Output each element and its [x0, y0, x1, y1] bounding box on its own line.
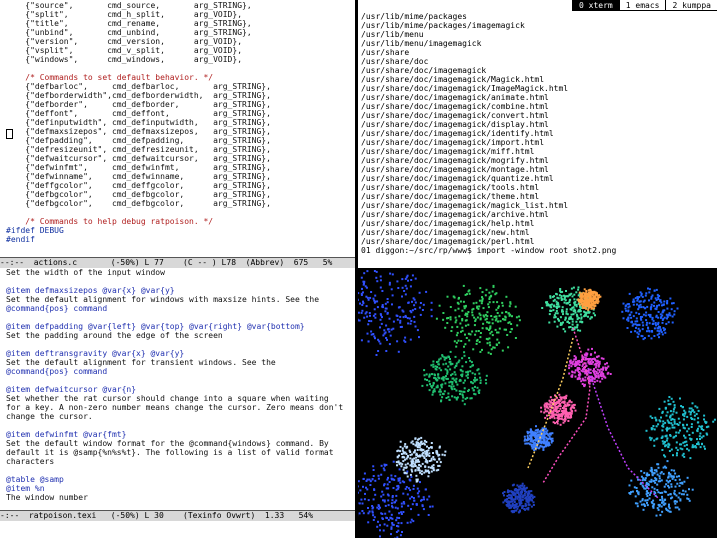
modeline-ratpoison-texi: -:-- ratpoison.texi (-50%) L 30 (Texinfo… — [0, 510, 355, 521]
terminal-line: /usr/share/doc/imagemagick/theme.html — [361, 192, 540, 201]
terminal-line: /usr/share/doc/imagemagick/archive.html — [361, 210, 549, 219]
code-line: /* Commands to set default behavior. */ — [6, 73, 214, 82]
kumppa-art-canvas — [358, 270, 716, 538]
code-line: {"unbind", cmd_unbind, arg_STRING}, — [6, 28, 252, 37]
texinfo-line — [6, 421, 343, 430]
terminal-line: /usr/share/doc/imagemagick — [361, 66, 487, 75]
terminal-line: /usr/share — [361, 48, 410, 57]
terminal-line: /usr/share/doc/imagemagick/animate.html — [361, 93, 549, 102]
code-line: {"definputwidth", cmd_definputwidth, arg… — [6, 118, 271, 127]
terminal-line: /usr/share/doc/imagemagick/Magick.html — [361, 75, 545, 84]
texinfo-line: @item defwinfmt @var{fmt} — [6, 430, 127, 439]
code-line: {"defbgcolor", cmd_defbgcolor, arg_STRIN… — [6, 199, 271, 208]
text-cursor — [6, 129, 13, 139]
code-line: {"defwinfmt", cmd_defwinfmt, arg_STRING}… — [6, 163, 271, 172]
texinfo-line: Set the default alignment for windows wi… — [6, 295, 320, 304]
terminal-line: /usr/lib/menu/imagemagick — [361, 39, 482, 48]
terminal-line: /usr/share/doc/imagemagick/ImageMagick.h… — [361, 84, 569, 93]
texinfo-line: @table @samp — [6, 475, 64, 484]
code-line: {"defwinname", cmd_defwinname, arg_STRIN… — [6, 172, 271, 181]
texinfo-line: change the cursor. — [6, 412, 93, 421]
texinfo-line: for a key. A non-zero number means chang… — [6, 403, 344, 412]
terminal-line: /usr/share/doc/imagemagick/montage.html — [361, 165, 549, 174]
code-line: {"defborder", cmd_defborder, arg_STRING}… — [6, 100, 271, 109]
xterm-window[interactable]: 0 xterm 1 emacs 2 kumppa /usr/lib/mime/pac… — [358, 0, 717, 268]
terminal-line: /usr/share/doc/imagemagick/help.html — [361, 219, 535, 228]
texinfo-line: The window number — [6, 493, 88, 502]
texinfo-line: @item defpadding @var{left} @var{top} @v… — [6, 322, 305, 331]
code-line: {"defresizeunit", cmd_defresizeunit, arg… — [6, 145, 271, 154]
terminal-line: /usr/share/doc/imagemagick/mogrify.html — [361, 156, 549, 165]
texinfo-line: @item %n — [6, 484, 45, 493]
terminal-line: /usr/share/doc — [361, 57, 429, 66]
texinfo-line: Set the default alignment for transient … — [6, 358, 276, 367]
texinfo-line: @item defwaitcursor @var{n} — [6, 385, 137, 394]
terminal-line: /usr/share/doc/imagemagick/identify.html — [361, 129, 554, 138]
terminal-line: /usr/share/doc/imagemagick/quantize.html — [361, 174, 554, 183]
terminal-line: /usr/share/doc/imagemagick/tools.html — [361, 183, 540, 192]
texinfo-line — [6, 313, 343, 322]
code-line: {"version", cmd_version, arg_VOID}, — [6, 37, 243, 46]
window-tab[interactable]: 1 emacs — [618, 0, 666, 11]
code-line: {"defmaxsizepos", cmd_defmaxsizepos, arg… — [6, 127, 271, 136]
terminal-line: /usr/share/doc/imagemagick/perl.html — [361, 237, 535, 246]
code-line: {"defborderwidth",cmd_defborderwidth, ar… — [6, 91, 271, 100]
terminal-line: /usr/lib/mime/packages — [361, 12, 467, 21]
texinfo-line — [6, 340, 343, 349]
code-text: {"source", cmd_source, arg_STRING}, {"sp… — [6, 1, 271, 244]
texinfo-line: Set the width of the input window — [6, 268, 165, 277]
code-line: {"defwaitcursor", cmd_defwaitcursor, arg… — [6, 154, 271, 163]
pane-divider — [355, 0, 358, 538]
code-line: /* Commands to help debug ratpoison. */ — [6, 217, 214, 226]
terminal-line: /usr/share/doc/imagemagick/magick_list.h… — [361, 201, 569, 210]
minibuffer[interactable] — [0, 521, 355, 538]
terminal-line: /usr/lib/mime/packages/imagemagick — [361, 21, 525, 30]
code-line: {"deffont", cmd_deffont, arg_STRING}, — [6, 109, 271, 118]
terminal-line: /usr/share/doc/imagemagick/new.html — [361, 228, 530, 237]
texinfo-text: Set the width of the input window @item … — [6, 268, 343, 502]
code-line: {"defpadding", cmd_defpadding, arg_STRIN… — [6, 136, 271, 145]
terminal-line: /usr/share/doc/imagemagick/convert.html — [361, 111, 549, 120]
texinfo-line — [6, 466, 343, 475]
texinfo-line — [6, 277, 343, 286]
texinfo-line: @command{pos} command — [6, 367, 108, 376]
terminal-output: /usr/lib/mime/packages/usr/lib/mime/pack… — [361, 12, 616, 255]
terminal-line: 01 diggon:~/src/rp/www$ import -window r… — [361, 246, 617, 255]
terminal-line: /usr/share/doc/imagemagick/import.html — [361, 138, 545, 147]
texinfo-line: @command{pos} command — [6, 304, 108, 313]
texinfo-line: characters — [6, 457, 55, 466]
kumppa-screensaver-window[interactable] — [358, 268, 717, 538]
code-line: {"defbarloc", cmd_defbarloc, arg_STRING}… — [6, 82, 271, 91]
code-line: {"windows", cmd_windows, arg_VOID}, — [6, 55, 243, 64]
terminal-line: /usr/share/doc/imagemagick/miff.html — [361, 147, 535, 156]
code-line — [6, 64, 271, 73]
code-line: {"source", cmd_source, arg_STRING}, — [6, 1, 252, 10]
window-tab-bar: 0 xterm 1 emacs 2 kumppa — [572, 0, 717, 11]
texinfo-line: Set the padding around the edge of the s… — [6, 331, 223, 340]
modeline-actions-c: --:-- actions.c (-50%) L 77 (C -- ) L78 … — [0, 257, 355, 268]
code-line: {"deffgcolor", cmd_deffgcolor, arg_STRIN… — [6, 181, 271, 190]
texinfo-line — [6, 376, 343, 385]
code-line: {"title", cmd_rename, arg_STRING}, — [6, 19, 252, 28]
texinfo-line: @item deftransgravity @var{x} @var{y} — [6, 349, 185, 358]
texinfo-line: Set whether the rat cursor should change… — [6, 394, 329, 403]
terminal-line: /usr/share/doc/imagemagick/display.html — [361, 120, 549, 129]
window-tab[interactable]: 2 kumppa — [665, 0, 717, 11]
texinfo-line: Set the default window format for the @c… — [6, 439, 329, 448]
texinfo-line: default it is @samp{%n%s%t}. The followi… — [6, 448, 334, 457]
code-line: {"split", cmd_h_split, arg_VOID}, — [6, 10, 243, 19]
texinfo-line: @item defmaxsizepos @var{x} @var{y} — [6, 286, 175, 295]
emacs-code-buffer[interactable]: {"source", cmd_source, arg_STRING}, {"sp… — [0, 0, 355, 257]
window-tab[interactable]: 0 xterm — [572, 0, 619, 11]
emacs-texinfo-buffer[interactable]: Set the width of the input window @item … — [0, 268, 355, 510]
code-line: {"vsplit", cmd_v_split, arg_VOID}, — [6, 46, 243, 55]
code-line: #endif — [6, 235, 35, 244]
code-line — [6, 208, 271, 217]
terminal-line: /usr/share/doc/imagemagick/combine.html — [361, 102, 549, 111]
terminal-line: /usr/lib/menu — [361, 30, 424, 39]
code-line: {"defbgcolor", cmd_defbgcolor, arg_STRIN… — [6, 190, 271, 199]
code-line: #ifdef DEBUG — [6, 226, 64, 235]
